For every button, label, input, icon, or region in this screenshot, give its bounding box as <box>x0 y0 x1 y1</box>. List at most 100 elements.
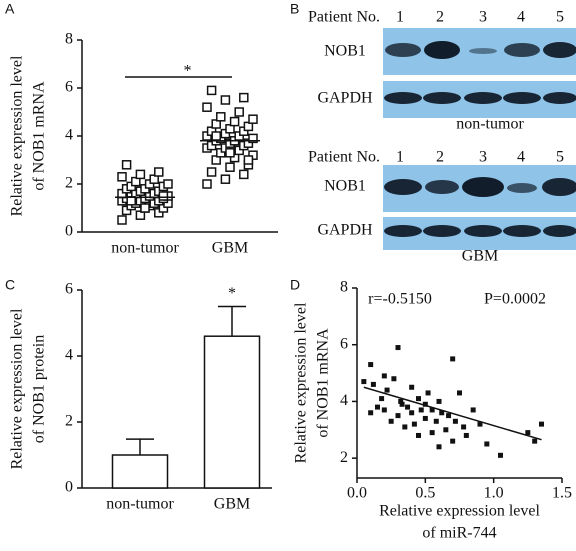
trend-line <box>363 386 542 441</box>
band <box>543 42 576 58</box>
band <box>462 177 504 197</box>
row-label: GAPDH <box>317 90 373 107</box>
y-tick-label: 0 <box>65 479 73 496</box>
point <box>439 410 445 416</box>
point <box>381 407 387 413</box>
point <box>402 424 408 430</box>
point <box>220 174 231 184</box>
bands <box>384 41 576 104</box>
x-tick-label: 0.0 <box>347 485 367 502</box>
y-tick-label: 6 <box>65 281 73 298</box>
point <box>436 398 442 404</box>
point <box>229 116 240 127</box>
x-tick-label: GBM <box>214 496 250 513</box>
point <box>429 430 435 436</box>
point <box>211 131 221 141</box>
point <box>384 387 390 393</box>
x-tick-label: 1.5 <box>552 485 572 502</box>
significance: * <box>228 285 236 302</box>
y-axis-label: Relative expression level <box>9 55 26 216</box>
lane-label: 1 <box>396 149 404 166</box>
y-tick-label: 8 <box>340 279 348 296</box>
panel-label: D <box>290 277 300 293</box>
point <box>225 148 235 158</box>
point <box>368 362 374 368</box>
point <box>409 410 415 416</box>
band <box>543 92 576 104</box>
point <box>239 169 249 180</box>
y-tick-label: 2 <box>65 413 73 430</box>
row-label: GAPDH <box>317 222 373 239</box>
point <box>135 169 146 180</box>
point <box>225 162 235 172</box>
lane-label: 1 <box>396 9 404 26</box>
point <box>532 438 538 444</box>
row-label: NOB1 <box>324 43 366 60</box>
band <box>542 178 576 196</box>
point <box>443 427 449 433</box>
point <box>477 421 483 427</box>
lane-label: 3 <box>479 9 487 26</box>
y-tick-label: 2 <box>65 175 73 192</box>
band <box>384 92 422 104</box>
point <box>498 452 503 458</box>
point <box>243 155 254 165</box>
point <box>429 407 435 413</box>
point <box>126 196 136 206</box>
y-tick-label: 0 <box>65 223 73 240</box>
band <box>543 225 576 237</box>
point <box>206 167 217 177</box>
point <box>433 418 439 424</box>
y-axis-label: of NOB1 mRNA <box>31 81 48 191</box>
y-tick-label: 2 <box>340 449 348 466</box>
point <box>463 432 469 438</box>
y-axis-label: of NOB1 mRNA <box>315 328 332 438</box>
point <box>248 114 258 124</box>
x-tick-label: non-tumor <box>106 496 174 513</box>
point <box>361 379 367 385</box>
band <box>384 225 422 237</box>
point <box>405 404 411 410</box>
y-axis-label: Relative expression level <box>293 302 310 463</box>
point <box>117 172 127 182</box>
point <box>416 396 421 402</box>
band <box>507 183 537 193</box>
y-tick-label: 4 <box>65 347 73 364</box>
point <box>461 424 467 430</box>
point <box>117 215 127 225</box>
point <box>398 398 404 404</box>
y-tick-label: 6 <box>340 335 348 352</box>
point <box>450 356 456 362</box>
y-tick-label: 8 <box>65 31 73 48</box>
bar <box>203 335 261 489</box>
point <box>539 421 544 427</box>
x-axis-label: of miR-744 <box>422 525 496 542</box>
x-tick-label: 1.0 <box>484 485 504 502</box>
point <box>409 384 415 390</box>
panel-label: B <box>290 1 299 17</box>
lane-label: 2 <box>436 149 444 166</box>
point <box>154 167 164 177</box>
annotation: r=-0.5150 <box>368 291 432 308</box>
point <box>450 438 456 444</box>
lane-label: 4 <box>517 9 525 26</box>
point <box>422 401 428 407</box>
y-tick-label: 4 <box>340 392 348 409</box>
band <box>385 43 421 57</box>
point <box>416 432 421 438</box>
band <box>423 92 461 104</box>
x-axis-label: Relative expression level <box>379 503 540 520</box>
band <box>469 48 497 54</box>
y-tick-label: 6 <box>65 79 73 96</box>
lane-label: 2 <box>436 9 444 26</box>
point <box>391 376 397 382</box>
point <box>446 413 452 419</box>
significance: * <box>184 63 192 80</box>
point <box>163 179 173 189</box>
point <box>239 92 249 103</box>
point <box>436 444 442 450</box>
point <box>140 203 150 213</box>
point <box>418 407 424 413</box>
blot-header: Patient No. <box>308 9 380 26</box>
